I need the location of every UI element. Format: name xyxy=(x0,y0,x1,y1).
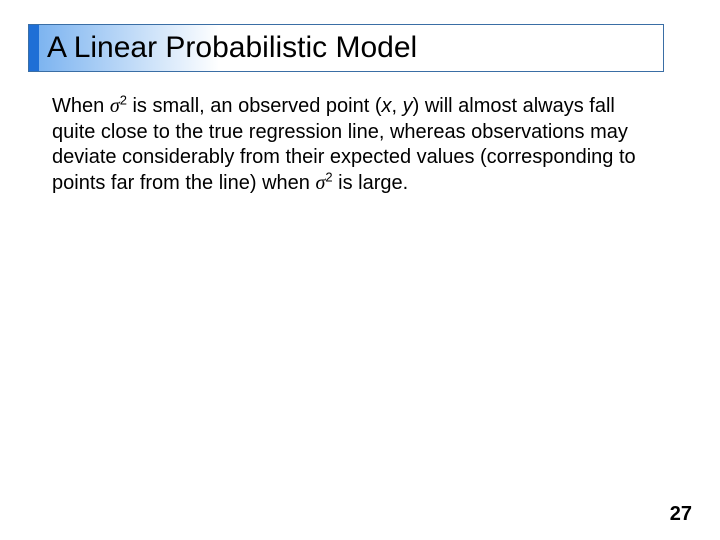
slide-title: A Linear Probabilistic Model xyxy=(29,31,417,65)
superscript-2: 2 xyxy=(120,92,127,107)
text-segment: When xyxy=(52,95,110,117)
superscript-2: 2 xyxy=(325,169,332,184)
variable-x: x xyxy=(381,95,391,117)
page-number: 27 xyxy=(670,503,692,526)
text-segment: , xyxy=(391,95,402,117)
sigma-symbol: σ xyxy=(315,172,325,194)
title-box: A Linear Probabilistic Model xyxy=(28,24,664,72)
body-paragraph: When σ2 is small, an observed point (x, … xyxy=(52,94,642,196)
variable-y: y xyxy=(403,95,413,117)
text-segment: is small, an observed point ( xyxy=(127,95,382,117)
text-segment: is large. xyxy=(333,172,409,194)
sigma-symbol: σ xyxy=(110,95,120,117)
slide: A Linear Probabilistic Model When σ2 is … xyxy=(0,0,720,540)
